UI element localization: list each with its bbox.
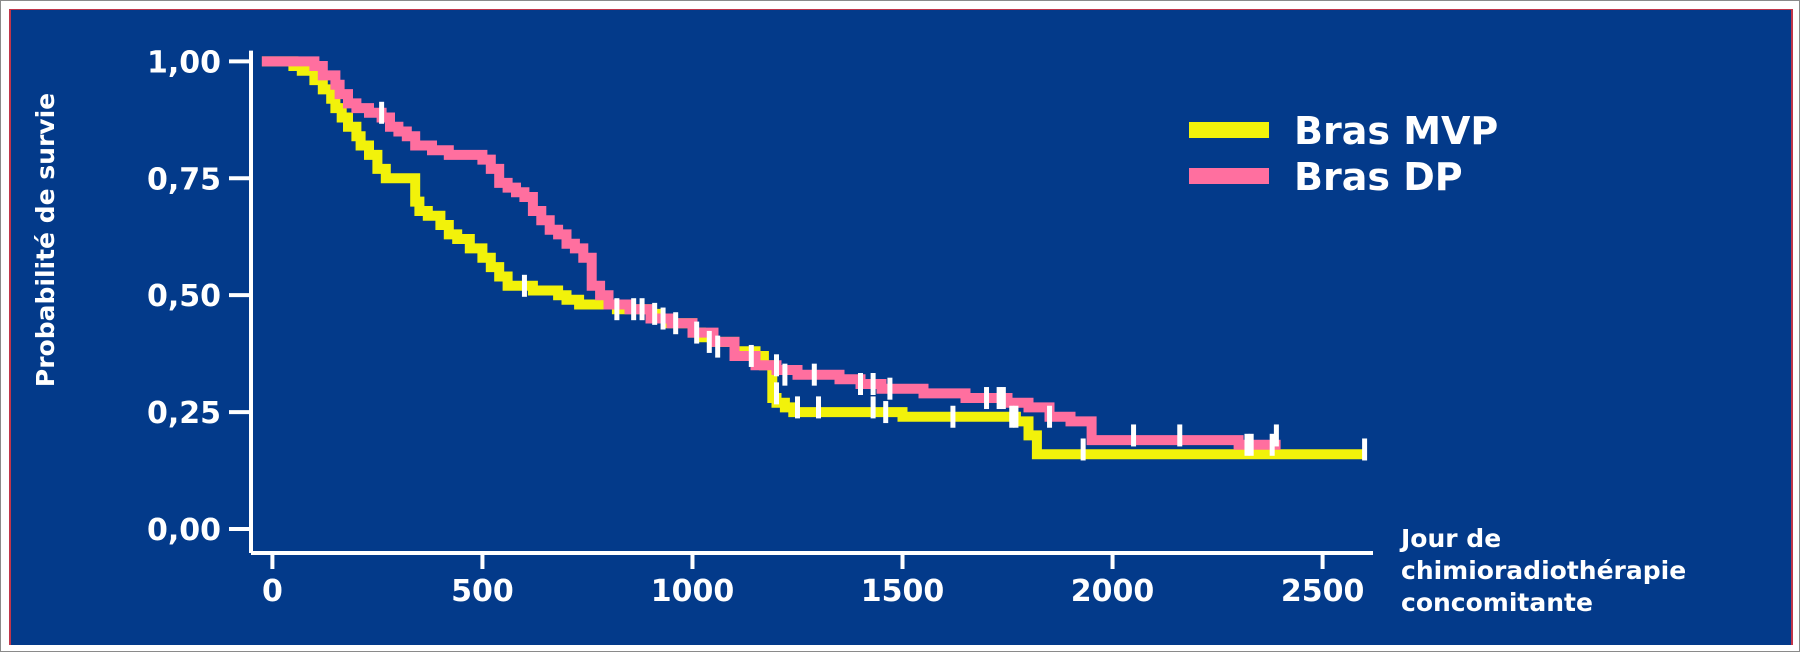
censor-layer bbox=[379, 101, 1368, 461]
series-layer bbox=[261, 56, 1365, 460]
x-tick-label: 1500 bbox=[861, 574, 945, 609]
y-tick-label: 1,00 bbox=[147, 45, 221, 80]
labels-layer: 0,00 0,25 0,50 0,75 1,00 0 500 1000 1500 2000 2500… bbox=[31, 45, 1686, 617]
y-axis-title: Probabilité de survie bbox=[31, 93, 60, 387]
x-tick-label: 1000 bbox=[651, 574, 735, 609]
x-tick-label: 2000 bbox=[1071, 574, 1155, 609]
x-axis-title-line: Jour de bbox=[1399, 524, 1501, 553]
legend-label: Bras DP bbox=[1294, 155, 1463, 199]
x-axis-title-line: concomitante bbox=[1401, 588, 1593, 617]
x-tick-label: 500 bbox=[451, 574, 514, 609]
x-axis-title-line: chimioradiothérapie bbox=[1401, 556, 1686, 585]
legend-label: Bras MVP bbox=[1294, 109, 1498, 153]
series-line-bras-dp bbox=[261, 56, 1281, 450]
y-tick-label: 0,25 bbox=[147, 396, 221, 431]
series-line-bras-mvp bbox=[261, 56, 1365, 460]
y-tick-label: 0,75 bbox=[147, 162, 221, 197]
x-tick-label: 2500 bbox=[1281, 574, 1365, 609]
x-tick-label: 0 bbox=[262, 574, 283, 609]
chart-panel: 0,00 0,25 0,50 0,75 1,00 0 500 1000 1500 2000 2500… bbox=[9, 9, 1793, 645]
y-tick-label: 0,00 bbox=[147, 513, 221, 548]
axes-layer bbox=[229, 50, 1373, 569]
survival-chart: 0,00 0,25 0,50 0,75 1,00 0 500 1000 1500 2000 2500… bbox=[31, 45, 1686, 617]
y-tick-label: 0,50 bbox=[147, 279, 221, 314]
